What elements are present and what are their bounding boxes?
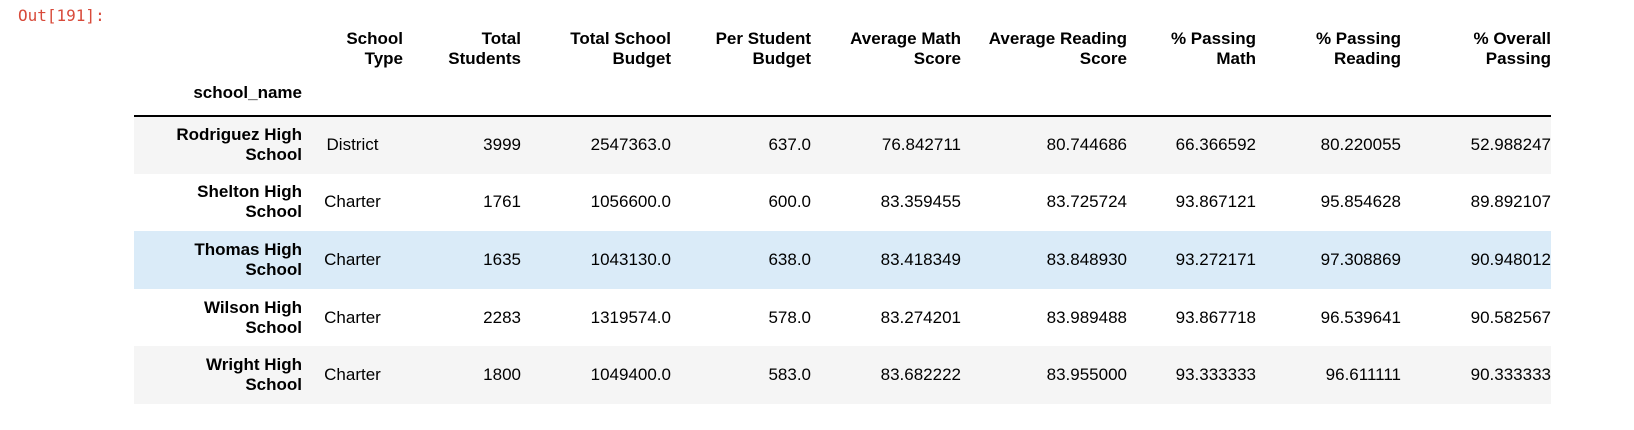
table-row: Shelton High School Charter 1761 1056600.…	[134, 174, 1551, 232]
cell-total-students: 1635	[483, 249, 521, 269]
col-header-pct-math: % Passing Math	[1170, 29, 1256, 68]
cell-total-students: 1761	[483, 192, 521, 212]
cell-total-budget: 1319574.0	[590, 307, 671, 327]
cell-school-type: District	[326, 135, 379, 155]
cell-avg-math: 83.418349	[880, 249, 961, 269]
cell-total-students: 3999	[483, 135, 521, 155]
cell-school-type: Charter	[324, 192, 381, 212]
row-label: Wright High School	[206, 355, 302, 395]
cell-school-type: Charter	[324, 307, 381, 327]
cell-pct-overall: 52.988247	[1470, 135, 1551, 155]
table-row-highlighted: Thomas High School Charter 1635 1043130.0…	[134, 231, 1551, 289]
cell-pct-reading: 96.611111	[1325, 365, 1401, 385]
cell-pct-reading: 95.854628	[1320, 192, 1401, 212]
table-row: Rodriguez High School District 3999 25473…	[134, 116, 1551, 174]
cell-pct-math: 93.867718	[1175, 307, 1256, 327]
cell-pct-reading: 97.308869	[1320, 249, 1401, 269]
cell-pct-overall: 90.333333	[1470, 365, 1551, 385]
col-header-avg-math: Average Math Score	[850, 29, 961, 68]
cell-avg-reading: 83.725724	[1046, 192, 1127, 212]
cell-avg-reading: 83.989488	[1046, 307, 1127, 327]
cell-avg-reading: 83.848930	[1046, 249, 1127, 269]
cell-pct-reading: 96.539641	[1320, 307, 1401, 327]
table-row: Wright High School Charter 1800 1049400.0…	[134, 346, 1551, 404]
cell-avg-math: 83.682222	[880, 365, 961, 385]
col-header-avg-reading: Average Reading Score	[988, 29, 1127, 68]
col-header-pct-overall: % Overall Passing	[1473, 29, 1552, 68]
cell-pct-math: 93.272171	[1175, 249, 1256, 269]
cell-total-budget: 1056600.0	[590, 192, 671, 212]
col-header-school-type: School Type	[346, 29, 403, 68]
cell-school-type: Charter	[324, 249, 381, 269]
row-label: Rodriguez High School	[176, 125, 302, 165]
cell-pct-math: 66.366592	[1175, 135, 1256, 155]
col-header-per-student-budget: Per Student Budget	[715, 29, 811, 68]
cell-pct-overall: 90.948012	[1470, 249, 1551, 269]
output-prompt: Out[191]:	[18, 6, 105, 25]
cell-total-budget: 1043130.0	[590, 249, 671, 269]
cell-per-student-budget: 637.0	[768, 135, 811, 155]
col-header-total-students: Total Students	[448, 29, 521, 68]
cell-avg-reading: 80.744686	[1046, 135, 1127, 155]
cell-avg-math: 83.274201	[880, 307, 961, 327]
dataframe-table: School Type Total Students Total School Bud…	[134, 20, 1551, 404]
cell-total-budget: 1049400.0	[590, 365, 671, 385]
cell-avg-reading: 83.955000	[1046, 365, 1127, 385]
table-body: Rodriguez High School District 3999 25473…	[134, 116, 1551, 404]
col-header-pct-reading: % Passing Reading	[1315, 29, 1401, 68]
cell-school-type: Charter	[324, 365, 381, 385]
cell-per-student-budget: 600.0	[768, 192, 811, 212]
cell-total-students: 1800	[483, 365, 521, 385]
cell-pct-overall: 89.892107	[1470, 192, 1551, 212]
cell-total-budget: 2547363.0	[590, 135, 671, 155]
cell-pct-math: 93.333333	[1175, 365, 1256, 385]
row-label: Shelton High School	[197, 182, 302, 222]
cell-per-student-budget: 583.0	[768, 365, 811, 385]
cell-pct-overall: 90.582567	[1470, 307, 1551, 327]
cell-pct-math: 93.867121	[1175, 192, 1256, 212]
index-header-blank	[134, 20, 302, 76]
table-row: Wilson High School Charter 2283 1319574.0…	[134, 289, 1551, 347]
cell-per-student-budget: 638.0	[768, 249, 811, 269]
row-label: Thomas High School	[194, 239, 302, 279]
column-header-row: School Type Total Students Total School Bud…	[134, 20, 1551, 76]
index-name-row: school_name	[134, 76, 1551, 116]
cell-avg-math: 76.842711	[881, 135, 961, 155]
cell-pct-reading: 80.220055	[1320, 135, 1401, 155]
cell-avg-math: 83.359455	[880, 192, 961, 212]
row-label: Wilson High School	[203, 297, 302, 337]
cell-per-student-budget: 578.0	[768, 307, 811, 327]
cell-total-students: 2283	[483, 307, 521, 327]
index-name: school_name	[193, 83, 302, 102]
col-header-total-budget: Total School Budget	[570, 29, 671, 68]
